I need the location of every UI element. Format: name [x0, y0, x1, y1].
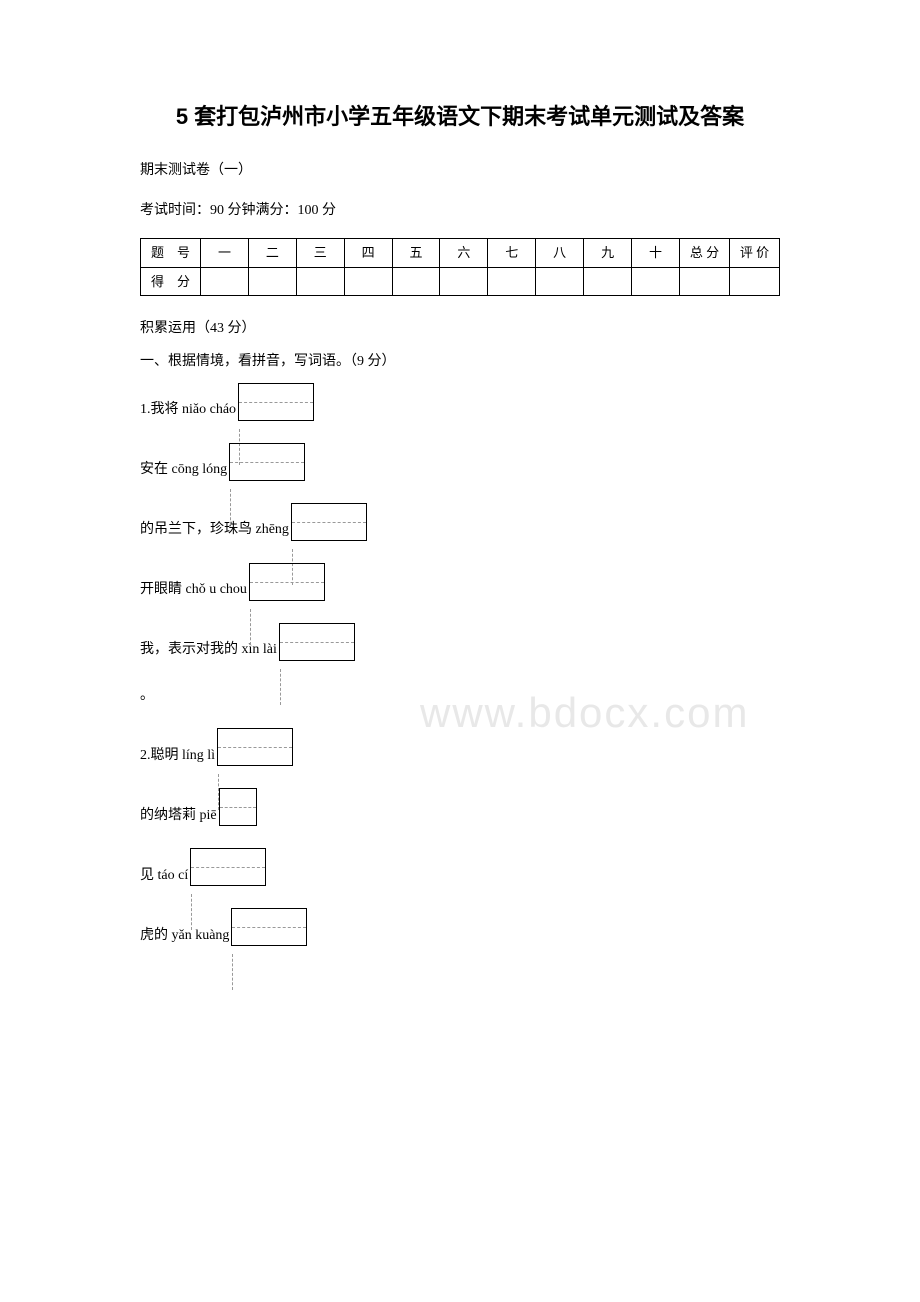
table-row: 题 号 一 二 三 四 五 六 七 八 九 十 总 分 评 价 — [141, 239, 780, 267]
answer-cell — [292, 504, 330, 540]
table-cell: 六 — [440, 239, 488, 267]
answer-cell — [191, 849, 229, 885]
table-cell: 二 — [248, 239, 296, 267]
table-cell — [632, 267, 680, 295]
answer-cell — [232, 954, 270, 990]
table-cell — [296, 267, 344, 295]
answer-cell — [280, 624, 318, 660]
question-line: 2.聪明 líng lì — [140, 728, 780, 768]
table-cell: 一 — [201, 239, 249, 267]
table-cell: 五 — [392, 239, 440, 267]
table-cell: 十 — [632, 239, 680, 267]
answer-box — [217, 728, 293, 766]
table-cell — [344, 267, 392, 295]
table-cell — [680, 267, 730, 295]
question-text: 安在 cōng lóng — [140, 457, 227, 482]
question-text: 2.聪明 líng lì — [140, 743, 215, 768]
table-cell: 三 — [296, 239, 344, 267]
question-text: 的纳塔莉 piē — [140, 803, 217, 828]
question-line: 。 — [140, 683, 780, 708]
answer-box — [231, 908, 307, 946]
table-cell — [536, 267, 584, 295]
answer-cell — [220, 789, 258, 825]
answer-cell — [218, 729, 256, 765]
answer-cell — [232, 909, 270, 945]
question-text: 。 — [140, 688, 154, 703]
answer-box — [238, 383, 314, 421]
section-header: 积累运用（43 分） — [140, 316, 780, 341]
answer-cell — [239, 384, 277, 420]
answer-cell — [280, 669, 318, 705]
table-cell — [584, 267, 632, 295]
question-line: 安在 cōng lóng — [140, 443, 780, 483]
answer-box — [190, 848, 266, 886]
subtitle: 期末测试卷（一） — [140, 158, 780, 183]
table-cell: 四 — [344, 239, 392, 267]
question-line: 我，表示对我的 xìn lài — [140, 623, 780, 663]
table-cell — [392, 267, 440, 295]
table-cell: 评 价 — [730, 239, 780, 267]
question-line: 虎的 yǎn kuàng — [140, 908, 780, 948]
question-text: 开眼睛 chǒ u chou — [140, 577, 247, 602]
answer-box — [291, 503, 367, 541]
question-text: 见 táo cí — [140, 863, 188, 888]
exam-info: 考试时间：90 分钟满分：100 分 — [140, 198, 780, 223]
question-line: 开眼睛 chǒ u chou — [140, 563, 780, 603]
table-cell: 九 — [584, 239, 632, 267]
answer-box — [229, 443, 305, 481]
table-cell — [248, 267, 296, 295]
question-header: 一、根据情境，看拼音，写词语。（9 分） — [140, 349, 780, 374]
answer-cell — [230, 489, 268, 525]
answer-box — [219, 788, 257, 826]
score-table: 题 号 一 二 三 四 五 六 七 八 九 十 总 分 评 价 得 分 — [140, 238, 780, 296]
document-title: 5 套打包泸州市小学五年级语文下期末考试单元测试及答案 — [140, 100, 780, 133]
answer-cell — [230, 444, 268, 480]
table-row: 得 分 — [141, 267, 780, 295]
answer-cell — [250, 564, 288, 600]
table-cell: 八 — [536, 239, 584, 267]
table-cell: 得 分 — [141, 267, 201, 295]
answer-box — [249, 563, 325, 601]
question-text: 1.我将 niǎo cháo — [140, 397, 236, 422]
table-cell: 总 分 — [680, 239, 730, 267]
question-line: 的纳塔莉 piē — [140, 788, 780, 828]
table-cell: 题 号 — [141, 239, 201, 267]
table-cell: 七 — [488, 239, 536, 267]
table-cell — [488, 267, 536, 295]
table-cell — [440, 267, 488, 295]
question-line: 1.我将 niǎo cháo — [140, 383, 780, 423]
table-cell — [730, 267, 780, 295]
table-cell — [201, 267, 249, 295]
answer-box — [279, 623, 355, 661]
question-line: 见 táo cí — [140, 848, 780, 888]
answer-cell — [191, 894, 229, 930]
